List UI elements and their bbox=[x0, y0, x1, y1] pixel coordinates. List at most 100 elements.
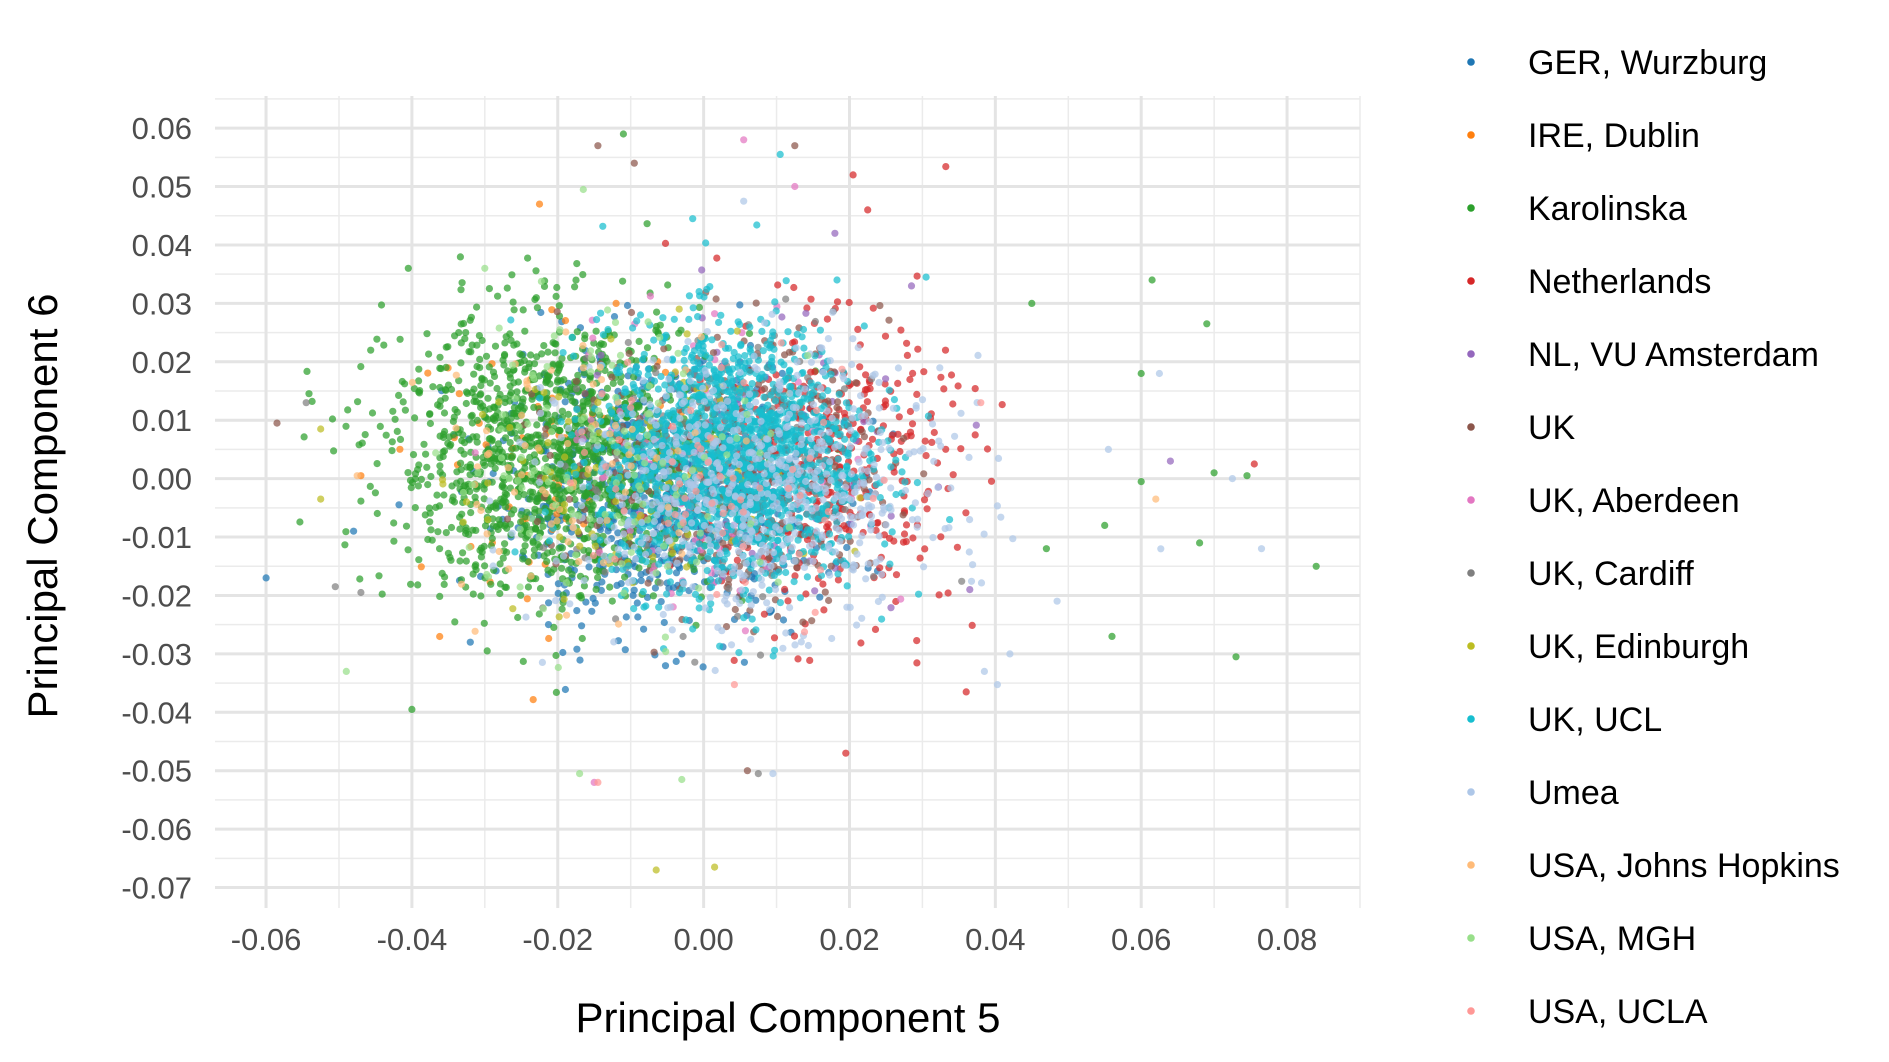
data-point bbox=[555, 361, 563, 369]
data-point bbox=[734, 359, 743, 367]
data-point bbox=[556, 446, 564, 454]
data-point bbox=[688, 492, 696, 500]
data-point bbox=[725, 367, 733, 375]
data-point bbox=[675, 305, 683, 313]
data-point bbox=[378, 590, 386, 598]
data-point bbox=[709, 349, 718, 357]
data-point bbox=[555, 302, 563, 310]
data-point bbox=[650, 377, 659, 385]
data-point bbox=[484, 394, 492, 402]
data-point bbox=[854, 325, 862, 333]
data-point bbox=[823, 315, 832, 323]
data-point bbox=[558, 407, 567, 415]
data-point bbox=[843, 463, 851, 471]
data-point bbox=[573, 328, 581, 336]
data-point bbox=[713, 514, 721, 522]
data-point bbox=[1108, 632, 1116, 641]
data-point bbox=[466, 463, 474, 472]
data-point bbox=[773, 555, 781, 563]
data-point bbox=[655, 603, 663, 611]
data-point bbox=[579, 271, 587, 279]
data-point bbox=[610, 638, 618, 646]
data-point bbox=[798, 333, 806, 341]
data-point bbox=[553, 308, 561, 316]
data-point bbox=[367, 346, 375, 354]
data-point bbox=[629, 324, 637, 332]
data-point bbox=[817, 571, 826, 580]
data-point bbox=[647, 472, 655, 480]
data-point bbox=[581, 335, 589, 343]
data-point bbox=[408, 478, 417, 487]
data-point bbox=[535, 431, 543, 439]
data-point bbox=[361, 431, 369, 439]
data-point bbox=[377, 301, 386, 309]
data-point bbox=[936, 364, 944, 372]
data-point bbox=[440, 409, 449, 417]
data-point bbox=[423, 463, 431, 471]
data-point bbox=[487, 580, 495, 588]
data-point bbox=[902, 521, 911, 529]
data-point bbox=[779, 616, 788, 624]
data-points bbox=[262, 130, 1320, 874]
data-point bbox=[541, 432, 549, 440]
data-point bbox=[646, 522, 654, 530]
data-point bbox=[426, 518, 434, 526]
data-point bbox=[966, 586, 974, 594]
data-point bbox=[872, 481, 880, 489]
data-point bbox=[396, 435, 405, 443]
data-point bbox=[769, 652, 777, 660]
data-point bbox=[640, 396, 648, 404]
data-point bbox=[789, 437, 797, 445]
data-point bbox=[650, 648, 658, 656]
data-point bbox=[740, 658, 749, 666]
data-point bbox=[570, 462, 578, 470]
data-point bbox=[494, 525, 502, 534]
data-point bbox=[695, 374, 703, 382]
data-point bbox=[922, 452, 930, 460]
data-point bbox=[717, 453, 726, 461]
data-point bbox=[725, 456, 733, 464]
data-point bbox=[695, 391, 703, 399]
data-point bbox=[486, 497, 494, 505]
data-point bbox=[375, 572, 383, 580]
data-point bbox=[660, 345, 668, 353]
data-point bbox=[827, 562, 835, 570]
data-point bbox=[901, 478, 909, 486]
data-point bbox=[763, 340, 771, 348]
data-point bbox=[724, 442, 733, 450]
data-point bbox=[787, 503, 795, 511]
data-point bbox=[455, 377, 463, 385]
data-point bbox=[551, 411, 559, 419]
data-point bbox=[860, 433, 869, 441]
data-point bbox=[920, 470, 928, 478]
data-point bbox=[811, 317, 820, 326]
data-point bbox=[781, 351, 789, 359]
data-point bbox=[864, 206, 872, 214]
data-point bbox=[582, 598, 590, 606]
data-point bbox=[589, 334, 597, 342]
data-point bbox=[473, 362, 481, 371]
data-point bbox=[599, 222, 607, 230]
data-point bbox=[767, 562, 775, 570]
data-point bbox=[411, 470, 420, 478]
data-point bbox=[350, 527, 358, 535]
data-point bbox=[769, 328, 777, 336]
data-point bbox=[784, 597, 792, 605]
data-point bbox=[478, 374, 486, 382]
data-point bbox=[760, 393, 768, 401]
data-point bbox=[608, 565, 616, 574]
data-point bbox=[561, 391, 570, 399]
data-point bbox=[754, 770, 762, 778]
data-point bbox=[928, 438, 936, 446]
data-point bbox=[731, 537, 740, 545]
data-point bbox=[760, 610, 769, 618]
data-point bbox=[734, 353, 742, 361]
data-point bbox=[661, 368, 670, 376]
data-point bbox=[811, 587, 819, 595]
data-point bbox=[528, 439, 536, 447]
data-point bbox=[296, 518, 304, 526]
data-point bbox=[844, 452, 852, 460]
data-point bbox=[736, 368, 744, 376]
data-point bbox=[544, 373, 553, 381]
data-point bbox=[766, 471, 774, 479]
